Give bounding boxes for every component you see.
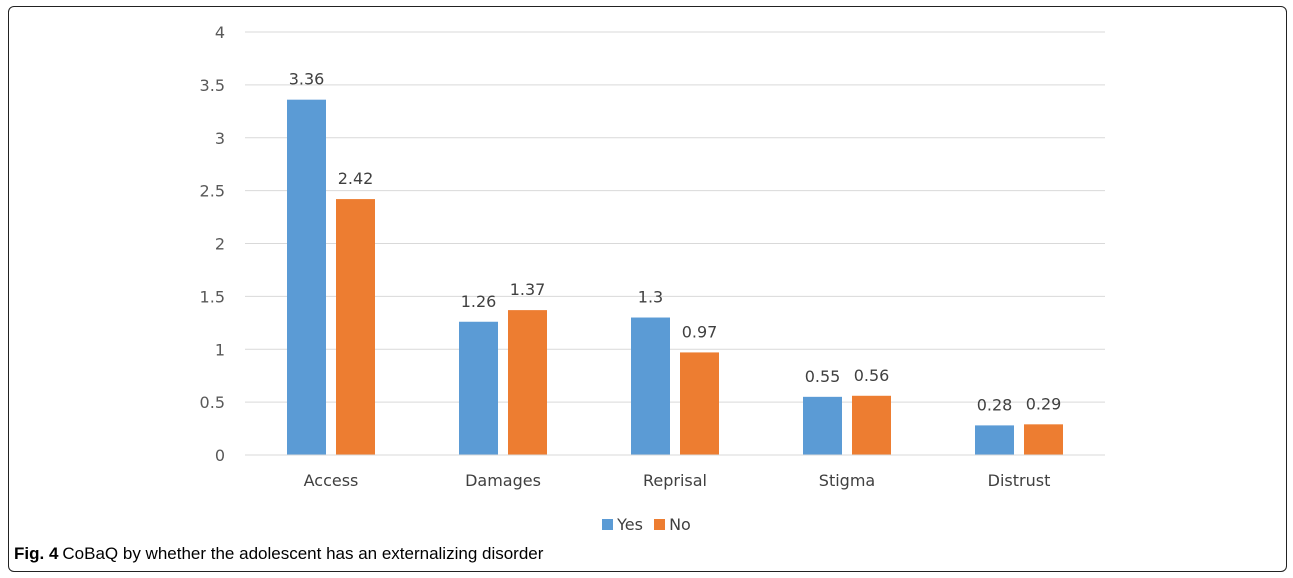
y-tick-label: 1: [215, 340, 225, 359]
y-tick-label: 0: [215, 446, 225, 465]
x-category-label: Stigma: [819, 471, 875, 490]
bar-yes: [803, 396, 842, 455]
bar-yes: [975, 425, 1014, 455]
data-label: 2.42: [338, 169, 374, 188]
y-tick-label: 2.5: [200, 182, 225, 201]
chart-legend: Yes No: [0, 515, 1293, 534]
y-tick-label: 4: [215, 23, 225, 42]
bar-no: [680, 352, 719, 455]
data-label: 1.3: [638, 288, 663, 307]
data-label: 0.97: [682, 322, 718, 341]
data-label: 1.37: [510, 280, 546, 299]
y-tick-label: 3.5: [200, 76, 225, 95]
y-tick-label: 1.5: [200, 287, 225, 306]
data-label: 0.29: [1026, 394, 1062, 413]
bar-no: [336, 199, 375, 455]
data-label: 0.56: [854, 366, 890, 385]
y-tick-label: 2: [215, 235, 225, 254]
figure-caption: Fig. 4 CoBaQ by whether the adolescent ha…: [14, 544, 543, 564]
bar-no: [508, 310, 547, 455]
bar-no: [852, 395, 891, 455]
data-label: 0.28: [977, 395, 1013, 414]
x-category-label: Reprisal: [643, 471, 707, 490]
y-tick-label: 0.5: [200, 393, 225, 412]
figure-frame: [8, 6, 1287, 572]
y-tick-label: 3: [215, 129, 225, 148]
bar-yes: [287, 99, 326, 456]
legend-swatch-no: [654, 519, 666, 530]
legend-label-yes: Yes: [617, 515, 643, 534]
x-category-label: Damages: [465, 471, 541, 490]
bar-yes: [631, 317, 670, 455]
legend-label-no: No: [669, 515, 691, 534]
legend-swatch-yes: [602, 519, 614, 530]
x-category-label: Access: [304, 471, 359, 490]
data-label: 1.26: [461, 292, 497, 311]
legend-item-yes: Yes: [602, 515, 643, 534]
bar-yes: [459, 321, 498, 455]
bar-no: [1024, 424, 1063, 455]
data-label: 3.36: [289, 70, 325, 89]
bar-chart: 0 0.5 1 1.5 2 2.5 3 3.5 4 3.36 2.42 Access 1.26 1.37 D…: [200, 23, 1105, 490]
caption-text: CoBaQ by whether the adolescent has an e…: [62, 544, 544, 563]
legend-item-no: No: [654, 515, 691, 534]
x-category-label: Distrust: [988, 471, 1051, 490]
data-label: 0.55: [805, 367, 841, 386]
caption-label: Fig. 4: [14, 544, 59, 563]
